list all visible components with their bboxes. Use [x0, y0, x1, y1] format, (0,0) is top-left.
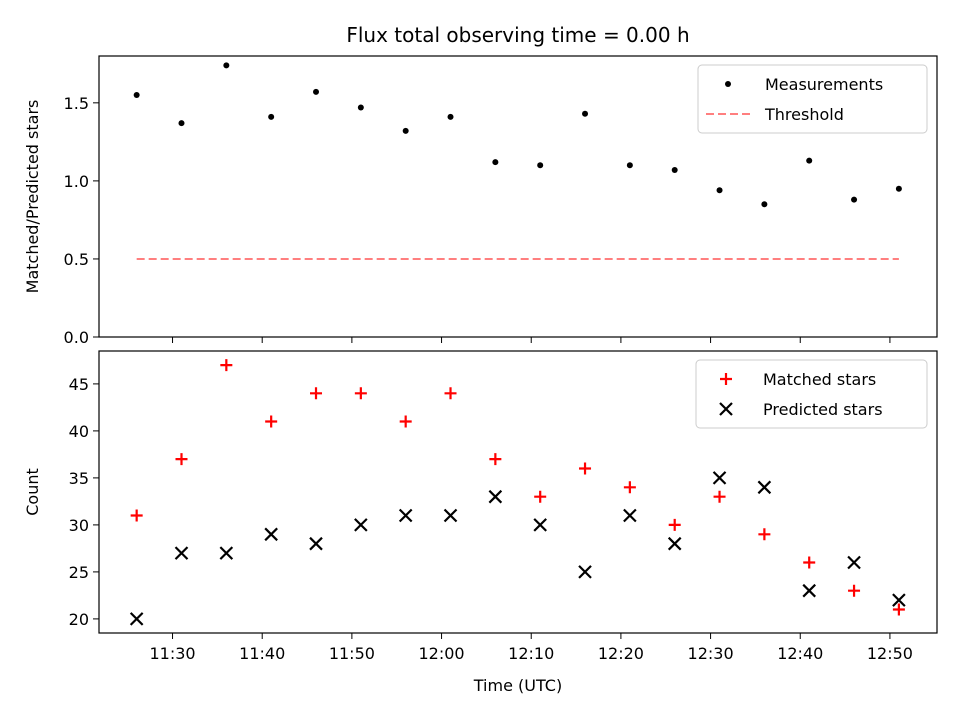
measurement-point	[582, 110, 589, 117]
y-tick-label: 35	[69, 469, 89, 488]
predicted-stars-point	[533, 518, 547, 532]
measurement-point	[716, 187, 723, 194]
chart-title: Flux total observing time = 0.00 h	[346, 23, 689, 47]
y-tick-label: 40	[69, 422, 89, 441]
measurement-point	[268, 113, 275, 120]
predicted-stars-point	[443, 508, 458, 523]
matched-stars-point	[175, 453, 188, 466]
y-tick-label: 30	[69, 516, 89, 535]
y-tick-label: 0.0	[64, 328, 89, 347]
plot-frame	[98, 350, 938, 634]
legend-marker-x	[719, 402, 733, 416]
y-tick-label: 0.5	[64, 250, 89, 269]
y-tick-label: 1.0	[64, 172, 89, 191]
legend-label: Predicted stars	[763, 400, 883, 419]
measurement-point	[806, 157, 813, 164]
measurement-point	[851, 196, 858, 203]
predicted-stars-point	[712, 471, 727, 485]
matched-stars-point	[220, 359, 233, 372]
matched-stars-point	[623, 481, 636, 494]
measurement-point	[133, 92, 140, 99]
predicted-stars-point	[309, 536, 323, 551]
x-tick-label: 12:20	[598, 644, 644, 663]
matched-stars-point	[534, 490, 547, 503]
matched-stars-point	[354, 387, 367, 400]
measurement-point	[313, 88, 320, 95]
predicted-stars-point	[398, 508, 413, 523]
x-tick-label: 12:40	[777, 644, 823, 663]
predicted-stars-point	[847, 555, 861, 570]
matched-stars-point	[668, 518, 681, 531]
x-tick-label: 12:30	[688, 644, 734, 663]
matched-stars-point	[265, 415, 278, 428]
predicted-stars-point	[757, 480, 772, 495]
predicted-stars-point	[667, 536, 682, 551]
matched-stars-point	[399, 415, 412, 428]
measurement-point	[178, 120, 185, 127]
measurement-point	[223, 62, 230, 69]
measurement-point	[537, 162, 544, 169]
predicted-stars-point	[623, 508, 637, 523]
x-tick-label: 12:00	[418, 644, 464, 663]
legend-box	[697, 64, 928, 134]
matched-stars-point	[848, 584, 861, 597]
measurement-point	[357, 104, 364, 111]
matched-stars-point	[130, 509, 143, 522]
legend-marker-plus	[720, 373, 732, 385]
measurement-point	[447, 113, 454, 120]
legend-marker-dot	[725, 81, 731, 87]
y-tick-label: 1.5	[64, 94, 89, 113]
matched-stars-point	[758, 528, 771, 541]
predicted-stars-point	[488, 489, 503, 504]
legend-label: Threshold	[764, 105, 844, 124]
bottom-panel: 20 25 30 35 40 45 11:30 11:40 11:50 12:00 12:10 12:…	[23, 350, 938, 695]
predicted-stars-point	[578, 565, 592, 579]
predicted-stars-point	[219, 546, 234, 560]
predicted-stars-point	[174, 546, 189, 560]
matched-stars-point	[444, 387, 457, 400]
legend-box	[695, 359, 928, 429]
measurement-point	[626, 162, 633, 169]
y-tick-label: 20	[69, 610, 89, 629]
y-axis-label: Matched/Predicted stars	[23, 100, 42, 294]
y-tick-label: 25	[69, 563, 89, 582]
matched-stars-point	[310, 387, 323, 400]
top-panel: 0.0 0.5 1.0 1.5 Matched/Predicted stars Measu…	[23, 55, 938, 347]
plot-frame	[98, 55, 938, 338]
predicted-stars-point	[892, 593, 906, 607]
matched-stars-point	[713, 490, 726, 503]
matched-stars-point	[892, 603, 905, 616]
y-tick-label: 45	[69, 375, 89, 394]
x-tick-label: 12:50	[867, 644, 913, 663]
x-tick-label: 11:40	[239, 644, 285, 663]
matched-stars-point	[489, 453, 502, 466]
x-tick-label: 12:10	[508, 644, 554, 663]
predicted-stars-point	[129, 612, 144, 626]
measurement-point	[671, 166, 678, 173]
legend-label: Matched stars	[763, 370, 876, 389]
measurement-point	[402, 127, 409, 134]
matched-stars-point	[803, 556, 816, 569]
measurement-point	[492, 159, 499, 166]
measurement-point	[895, 185, 902, 192]
legend-label: Measurements	[765, 75, 883, 94]
matched-stars-point	[579, 462, 592, 475]
measurement-point	[761, 201, 768, 208]
x-axis-label: Time (UTC)	[473, 676, 562, 695]
x-tick-label: 11:30	[149, 644, 195, 663]
x-tick-label: 11:50	[329, 644, 375, 663]
y-axis-label: Count	[23, 468, 42, 516]
predicted-stars-point	[264, 527, 278, 542]
predicted-stars-point	[354, 518, 368, 532]
predicted-stars-point	[802, 583, 816, 598]
